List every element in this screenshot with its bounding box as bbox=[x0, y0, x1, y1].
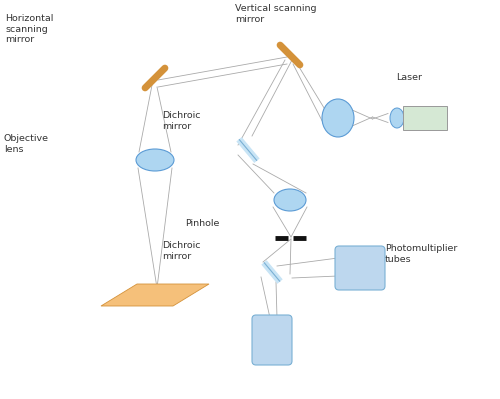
Ellipse shape bbox=[274, 189, 306, 211]
Text: Horizontal
scanning
mirror: Horizontal scanning mirror bbox=[5, 14, 54, 45]
Polygon shape bbox=[101, 284, 209, 306]
Text: Vertical scanning
mirror: Vertical scanning mirror bbox=[235, 4, 316, 24]
Text: Dichroic
mirror: Dichroic mirror bbox=[162, 111, 200, 131]
Ellipse shape bbox=[390, 108, 404, 128]
Text: Dichroic
mirror: Dichroic mirror bbox=[162, 241, 200, 261]
Text: Objective
lens: Objective lens bbox=[4, 134, 49, 154]
FancyBboxPatch shape bbox=[335, 246, 385, 290]
Text: Laser: Laser bbox=[396, 73, 422, 81]
Text: Photomultiplier
tubes: Photomultiplier tubes bbox=[385, 244, 458, 264]
FancyBboxPatch shape bbox=[403, 106, 447, 130]
Ellipse shape bbox=[322, 99, 354, 137]
Ellipse shape bbox=[136, 149, 174, 171]
Text: Pinhole: Pinhole bbox=[185, 219, 220, 229]
FancyBboxPatch shape bbox=[252, 315, 292, 365]
